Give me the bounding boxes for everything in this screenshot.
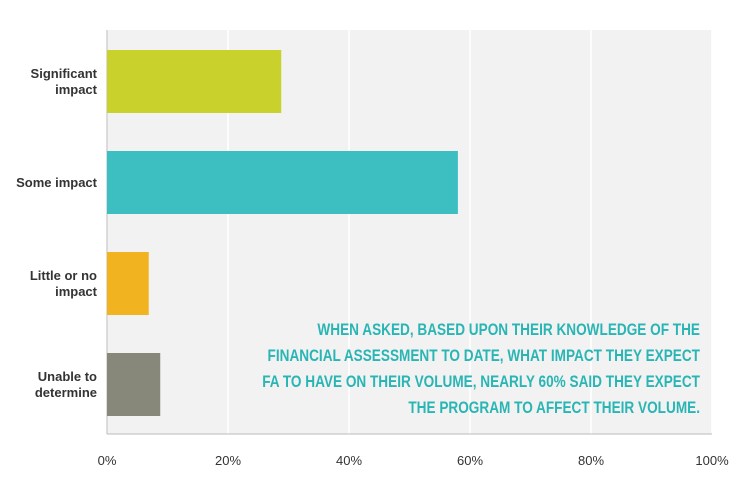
x-tick-label: 20%: [214, 453, 242, 468]
y-tick-label: Unable to determine: [34, 368, 97, 400]
x-tick-label: 100%: [695, 453, 729, 468]
bar: [107, 353, 161, 416]
x-tick-label: 0%: [97, 453, 117, 468]
x-tick-label: 60%: [456, 453, 484, 468]
x-tick-label: 80%: [577, 453, 605, 468]
bar: [107, 151, 458, 214]
y-tick-label: Significant impact: [30, 65, 97, 97]
x-tick-label: 40%: [335, 453, 363, 468]
y-tick-label: Some impact: [16, 174, 97, 190]
bar: [107, 252, 149, 315]
bar: [107, 50, 282, 113]
y-tick-label: Little or no impact: [29, 267, 97, 299]
annotation: WHEN ASKED, BASED UPON THEIR KNOWLEDGE O…: [262, 320, 700, 417]
